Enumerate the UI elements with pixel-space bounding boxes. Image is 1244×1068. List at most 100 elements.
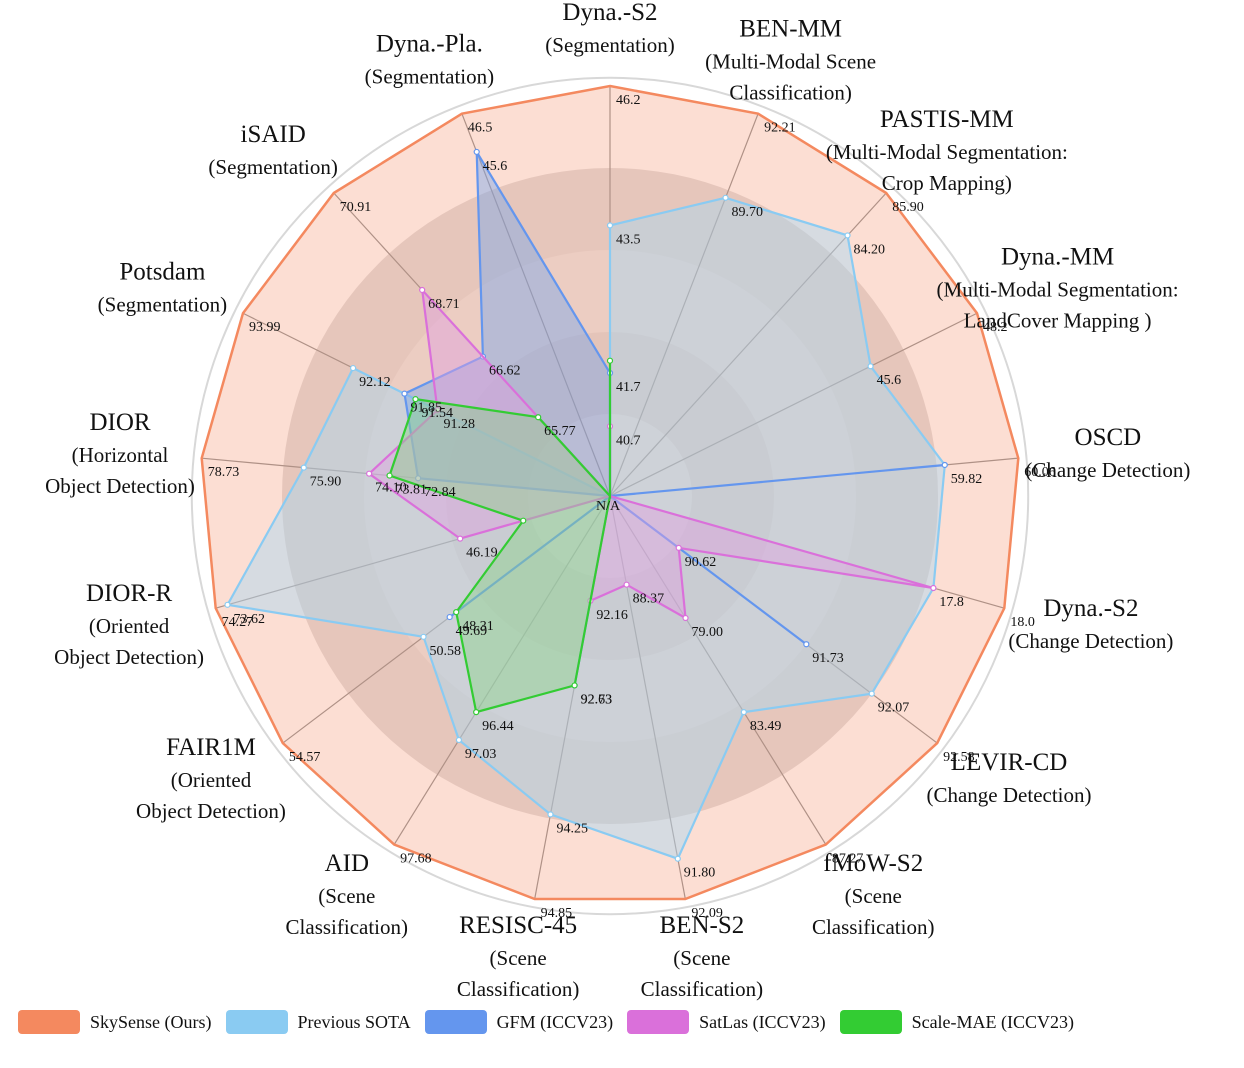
- series-point: [224, 601, 231, 608]
- legend-item-satlas: SatLas (ICCV23): [627, 1010, 826, 1034]
- axis-task: (Change Detection): [926, 783, 1091, 807]
- value-label: 45.6: [877, 373, 902, 388]
- series-point: [420, 633, 427, 640]
- series-point: [412, 396, 419, 403]
- axis-name: FAIR1M: [166, 734, 256, 761]
- center-label: N/A: [596, 499, 621, 514]
- series-point: [606, 222, 614, 229]
- axis-name: AID: [325, 850, 369, 877]
- value-label: 41.7: [616, 380, 641, 395]
- series-point: [473, 709, 480, 716]
- series-point: [434, 407, 441, 414]
- series-areas: [200, 84, 1020, 901]
- series-point: [803, 641, 810, 648]
- value-label: 70.91: [340, 200, 372, 215]
- value-label: 75.90: [310, 475, 342, 490]
- axis-label-14: Potsdam (Segmentation): [98, 258, 227, 316]
- legend-swatch: [18, 1010, 80, 1034]
- legend-item-scale-mae: Scale-MAE (ICCV23): [839, 1010, 1074, 1034]
- axis-task: (Scene: [490, 946, 547, 970]
- value-label: 48.31: [462, 619, 494, 634]
- series-point: [415, 475, 422, 482]
- legend: SkySense (Ours) Previous SOTA GFM (ICCV2…: [18, 1010, 1088, 1034]
- axis-task: (Multi-Modal Scene: [705, 50, 876, 74]
- series-point: [401, 390, 408, 397]
- legend-swatch: [424, 1010, 487, 1034]
- series-point: [675, 544, 682, 551]
- value-label: 73.81: [396, 483, 428, 498]
- axis-task: (Scene: [673, 946, 730, 970]
- series-point: [419, 286, 426, 294]
- legend-label: Previous SOTA: [297, 1011, 411, 1032]
- value-label: 91.80: [684, 866, 716, 881]
- legend-item-skysense: SkySense (Ours): [18, 1010, 212, 1034]
- series-point: [571, 682, 578, 689]
- axis-name: OSCD: [1075, 424, 1142, 451]
- axis-task: Classification): [641, 977, 763, 1001]
- axis-task: (Change Detection): [1025, 458, 1190, 482]
- value-label: 96.44: [482, 719, 513, 734]
- axis-task: Crop Mapping): [882, 171, 1012, 195]
- axis-task: LandCover Mapping ): [964, 308, 1152, 332]
- value-label: 89.70: [732, 205, 764, 220]
- axis-task: (Segmentation): [365, 65, 494, 89]
- axis-name: DIOR: [89, 409, 150, 436]
- axis-label-4: OSCD (Change Detection): [1025, 424, 1190, 482]
- value-label: 60.06: [1024, 465, 1056, 480]
- axis-label-0: Dyna.-S2 (Segmentation): [545, 0, 674, 57]
- axis-name: iSAID: [241, 121, 306, 148]
- legend-label: SkySense (Ours): [90, 1011, 212, 1032]
- series-point: [844, 232, 851, 239]
- axis-label-6: LEVIR-CD (Change Detection): [926, 749, 1091, 807]
- axis-task: Classification): [457, 977, 579, 1001]
- value-label: 54.57: [289, 750, 321, 765]
- value-label: 92.12: [359, 375, 391, 390]
- axis-label-11: FAIR1M (Oriented Object Detection): [136, 734, 286, 823]
- series-point: [453, 609, 460, 616]
- axis-name: Dyna.-S2: [1043, 595, 1138, 622]
- axis-label-16: Dyna.-Pla. (Segmentation): [365, 31, 494, 89]
- series-point: [606, 357, 614, 364]
- axis-name: Dyna.-Pla.: [376, 31, 483, 58]
- axis-label-15: iSAID (Segmentation): [208, 121, 337, 179]
- value-label: 79.00: [692, 625, 724, 640]
- series-point: [674, 855, 681, 862]
- value-label: 72.84: [424, 485, 456, 500]
- value-label: 97.03: [465, 747, 497, 762]
- legend-label: GFM (ICCV23): [496, 1011, 614, 1032]
- axis-task: (Oriented: [89, 614, 170, 638]
- series-point: [473, 148, 480, 156]
- axis-name: LEVIR-CD: [951, 749, 1068, 776]
- axis-label-8: BEN-S2 (Scene Classification): [641, 912, 763, 1001]
- value-label: 92.58: [943, 750, 975, 765]
- series-point: [349, 364, 357, 372]
- value-label: 83.49: [750, 719, 782, 734]
- axis-name: DIOR-R: [86, 580, 172, 607]
- axis-task: (Change Detection): [1008, 629, 1173, 653]
- value-labels: 46.2 92.21 85.90 48.2 60.06 18.0 92.58 87.27 92.…: [208, 93, 1056, 921]
- value-label: 94.85: [541, 906, 573, 921]
- value-label: 87.27: [832, 852, 864, 867]
- series-point: [520, 517, 527, 524]
- value-label: 65.77: [544, 424, 576, 439]
- value-label: 91.73: [812, 651, 844, 666]
- value-label: 48.2: [983, 320, 1008, 335]
- axis-task: (Segmentation): [545, 33, 674, 57]
- series-point: [867, 363, 874, 370]
- value-label: 93.99: [249, 320, 280, 335]
- axis-label-13: DIOR (Horizontal Object Detection): [45, 409, 195, 498]
- value-label: 97.68: [400, 852, 432, 867]
- value-label: 92.73: [581, 692, 613, 707]
- axis-task: Classification): [286, 915, 408, 939]
- legend-item-previous-sota: Previous SOTA: [225, 1010, 411, 1034]
- legend-swatch: [627, 1010, 690, 1034]
- value-label: 59.82: [951, 472, 983, 487]
- series-point: [535, 414, 542, 421]
- value-label: 92.21: [764, 121, 796, 136]
- axis-label-7: fMoW-S2 (Scene Classification): [812, 850, 934, 939]
- value-label: 92.07: [878, 701, 910, 716]
- axis-task: (Segmentation): [208, 155, 337, 179]
- axis-task: (Multi-Modal Segmentation:: [937, 277, 1179, 301]
- axis-task: (Scene: [318, 884, 375, 908]
- radar-chart: 46.2 92.21 85.90 48.2 60.06 18.0 92.58 87.27 92.…: [45, 0, 1190, 1001]
